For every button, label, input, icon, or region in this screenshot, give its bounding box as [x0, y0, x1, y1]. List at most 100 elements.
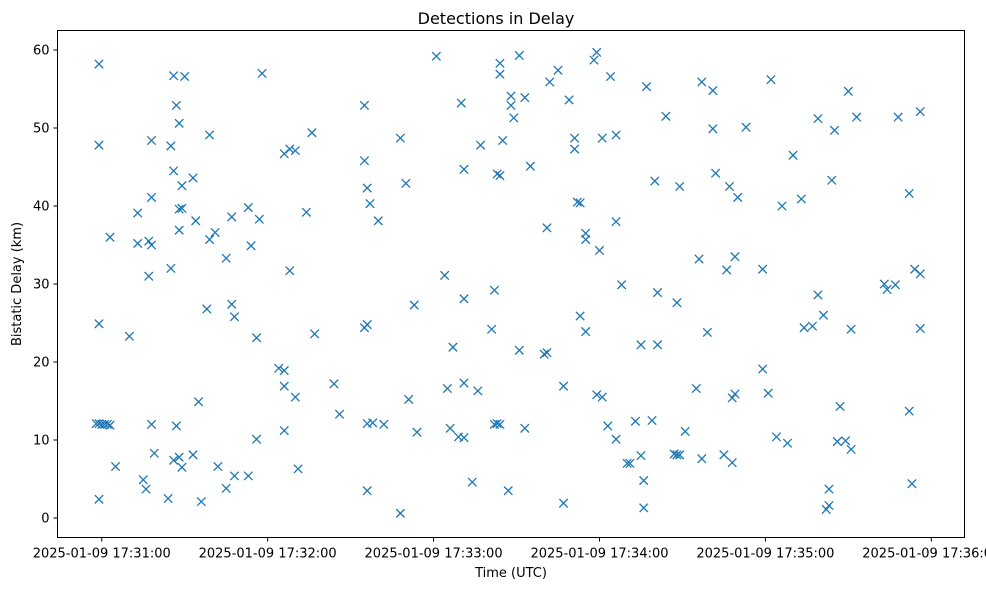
data-point-marker	[105, 420, 115, 430]
data-point-marker	[843, 86, 854, 96]
data-point-marker	[652, 287, 663, 298]
data-point-marker	[636, 450, 646, 461]
data-point-marker	[799, 323, 809, 333]
data-point-marker	[110, 461, 121, 472]
data-point-marker	[495, 419, 505, 430]
data-point-marker	[495, 170, 505, 181]
data-point-marker	[171, 421, 182, 431]
data-point-marker	[168, 71, 179, 81]
data-point-marker	[144, 271, 154, 281]
data-point-marker	[641, 82, 652, 92]
data-point-marker	[395, 133, 406, 143]
data-point-marker	[138, 475, 148, 485]
data-point-marker	[210, 227, 220, 238]
data-point-marker	[506, 91, 516, 101]
data-point-marker	[459, 378, 469, 388]
data-point-marker	[379, 419, 389, 430]
data-point-marker	[492, 418, 502, 429]
data-point-marker	[893, 112, 903, 122]
data-point-marker	[133, 238, 143, 249]
data-point-marker	[285, 144, 295, 154]
data-point-marker	[581, 234, 591, 245]
data-point-marker	[558, 498, 569, 508]
data-point-marker	[625, 458, 635, 469]
data-point-marker	[777, 201, 787, 211]
data-point-marker	[141, 484, 151, 494]
data-point-marker	[553, 65, 563, 75]
data-point-marker	[149, 448, 159, 458]
data-point-marker	[473, 386, 483, 396]
data-point-marker	[766, 74, 776, 85]
data-point-marker	[904, 188, 914, 199]
data-point-marker	[589, 55, 599, 65]
data-point-marker	[697, 454, 707, 464]
y-tick-label: 20	[33, 356, 50, 371]
data-point-marker	[279, 381, 289, 391]
data-point-marker	[467, 477, 477, 487]
data-point-marker	[362, 183, 372, 193]
data-point-marker	[196, 496, 206, 507]
data-point-marker	[882, 284, 892, 295]
data-point-marker	[708, 85, 718, 96]
data-point-marker	[594, 245, 605, 256]
x-tick-label: 2025-01-09 17:33:00	[365, 547, 503, 562]
data-point-marker	[727, 457, 737, 468]
data-point-marker	[174, 204, 184, 214]
data-point-marker	[592, 390, 602, 400]
data-point-marker	[290, 145, 300, 156]
data-point-marker	[719, 450, 729, 460]
data-point-marker	[572, 197, 583, 207]
data-point-marker	[133, 208, 143, 218]
x-tick-label: 2025-01-09 17:36:00	[862, 547, 986, 562]
data-point-marker	[146, 135, 157, 146]
data-point-marker	[846, 324, 856, 334]
data-point-marker	[636, 340, 646, 350]
data-point-marker	[763, 388, 773, 398]
data-point-marker	[498, 135, 508, 146]
data-point-marker	[879, 279, 889, 289]
data-point-marker	[835, 401, 845, 412]
data-point-marker	[293, 464, 303, 474]
data-point-marker	[495, 69, 505, 79]
y-tick-label: 50	[33, 122, 50, 137]
data-point-marker	[581, 326, 591, 337]
data-point-marker	[171, 100, 182, 111]
y-tick-label: 10	[33, 434, 50, 449]
data-point-marker	[708, 124, 718, 134]
data-point-marker	[334, 409, 345, 419]
data-point-marker	[174, 225, 184, 235]
y-tick-label: 40	[33, 200, 50, 215]
data-point-marker	[605, 71, 616, 82]
data-point-marker	[611, 216, 621, 227]
x-tick-label: 2025-01-09 17:35:00	[696, 547, 834, 562]
data-point-marker	[647, 415, 657, 426]
data-point-marker	[821, 504, 831, 515]
data-point-marker	[307, 128, 317, 138]
data-point-marker	[221, 483, 231, 494]
data-point-marker	[251, 434, 262, 444]
data-point-marker	[639, 503, 649, 513]
data-point-marker	[782, 438, 793, 448]
data-point-marker	[675, 181, 685, 192]
data-point-marker	[611, 130, 621, 140]
data-point-marker	[694, 254, 704, 264]
data-point-marker	[829, 125, 840, 135]
data-point-marker	[824, 500, 834, 511]
data-point-marker	[442, 383, 453, 394]
y-tick-label: 60	[33, 44, 50, 59]
data-point-marker	[254, 214, 265, 224]
chart-title: Detections in Delay	[418, 9, 575, 28]
data-point-marker	[611, 434, 621, 444]
data-point-marker	[652, 340, 663, 350]
data-point-marker	[193, 397, 204, 407]
y-axis-title: Bistatic Delay (km)	[10, 222, 25, 346]
data-point-marker	[788, 150, 798, 160]
data-point-marker	[177, 462, 187, 472]
data-point-marker	[818, 310, 829, 320]
data-point-marker	[569, 144, 580, 154]
data-point-marker	[229, 471, 240, 481]
data-point-marker	[730, 389, 740, 399]
data-point-marker	[796, 194, 807, 204]
data-point-marker	[503, 486, 513, 496]
